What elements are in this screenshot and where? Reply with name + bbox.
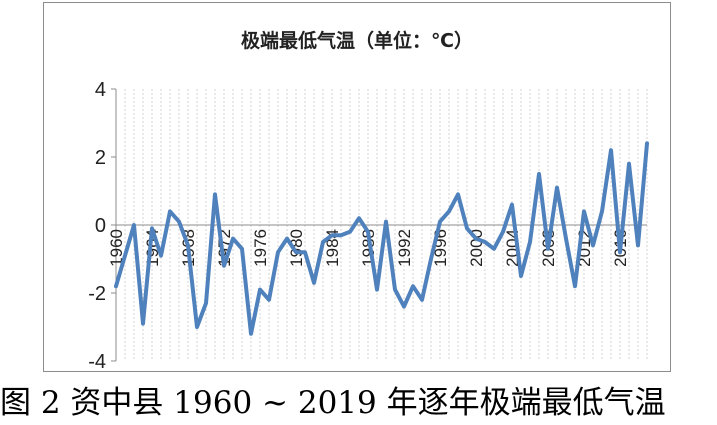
data-point bbox=[177, 220, 181, 224]
data-point bbox=[600, 209, 604, 213]
data-point bbox=[294, 250, 298, 254]
data-point bbox=[357, 216, 361, 220]
x-tick-label: 1976 bbox=[251, 229, 270, 267]
data-point bbox=[330, 233, 334, 237]
data-point bbox=[519, 274, 523, 278]
x-tick-label: 1992 bbox=[395, 229, 414, 267]
data-point bbox=[321, 240, 325, 244]
data-point bbox=[591, 243, 595, 247]
data-point bbox=[510, 203, 514, 207]
y-tick-label: -4 bbox=[88, 351, 106, 371]
data-point bbox=[546, 247, 550, 251]
chart-frame: 极端最低气温（单位：℃） 4 2 0 -2 -4 1960 1964 1968 1972 1976… bbox=[43, 2, 671, 372]
data-point bbox=[348, 230, 352, 234]
data-point bbox=[492, 247, 496, 251]
data-point bbox=[627, 162, 631, 166]
data-point bbox=[393, 288, 397, 292]
data-point bbox=[366, 230, 370, 234]
figure-caption: 图 2 资中县 1960 ~ 2019 年逐年极端最低气温 bbox=[0, 385, 666, 421]
data-point bbox=[375, 288, 379, 292]
data-point bbox=[339, 233, 343, 237]
data-point bbox=[186, 243, 190, 247]
data-point bbox=[402, 305, 406, 309]
data-point bbox=[303, 250, 307, 254]
data-point bbox=[150, 226, 154, 230]
data-point bbox=[114, 284, 118, 288]
x-tick-label: 1980 bbox=[287, 229, 306, 267]
data-point bbox=[204, 301, 208, 305]
data-point bbox=[240, 247, 244, 251]
data-point bbox=[258, 288, 262, 292]
data-point bbox=[141, 322, 145, 326]
y-tick-label: 0 bbox=[95, 215, 106, 237]
data-point bbox=[267, 298, 271, 302]
x-tick-label: 1960 bbox=[107, 229, 126, 267]
data-point bbox=[582, 209, 586, 213]
data-point bbox=[501, 230, 505, 234]
data-point bbox=[636, 243, 640, 247]
data-point bbox=[429, 257, 433, 261]
data-point bbox=[420, 298, 424, 302]
data-point bbox=[456, 192, 460, 196]
data-point bbox=[168, 209, 172, 213]
data-point bbox=[609, 148, 613, 152]
data-point bbox=[222, 264, 226, 268]
data-point bbox=[564, 237, 568, 241]
y-tick-label: 4 bbox=[95, 79, 106, 101]
data-point bbox=[132, 223, 136, 227]
data-point bbox=[528, 240, 532, 244]
data-point bbox=[312, 281, 316, 285]
data-point bbox=[384, 220, 388, 224]
data-point bbox=[195, 325, 199, 329]
data-point bbox=[159, 254, 163, 258]
chart-title: 极端最低气温（单位：℃） bbox=[241, 29, 473, 52]
data-point bbox=[438, 220, 442, 224]
data-point bbox=[231, 237, 235, 241]
series bbox=[114, 141, 649, 336]
data-point bbox=[645, 141, 649, 145]
y-tick-label: -2 bbox=[88, 283, 106, 305]
data-point bbox=[537, 172, 541, 176]
data-point bbox=[483, 240, 487, 244]
data-point bbox=[411, 284, 415, 288]
data-point bbox=[573, 284, 577, 288]
data-point bbox=[249, 332, 253, 336]
data-point bbox=[276, 250, 280, 254]
data-point bbox=[285, 237, 289, 241]
y-tick-label: 2 bbox=[95, 147, 106, 169]
data-point bbox=[465, 226, 469, 230]
data-point bbox=[213, 192, 217, 196]
data-point bbox=[555, 186, 559, 190]
x-tick-label: 2000 bbox=[467, 229, 486, 267]
data-point bbox=[123, 254, 127, 258]
data-point bbox=[474, 237, 478, 241]
data-point bbox=[447, 209, 451, 213]
data-line bbox=[114, 141, 649, 336]
data-point bbox=[618, 250, 622, 254]
